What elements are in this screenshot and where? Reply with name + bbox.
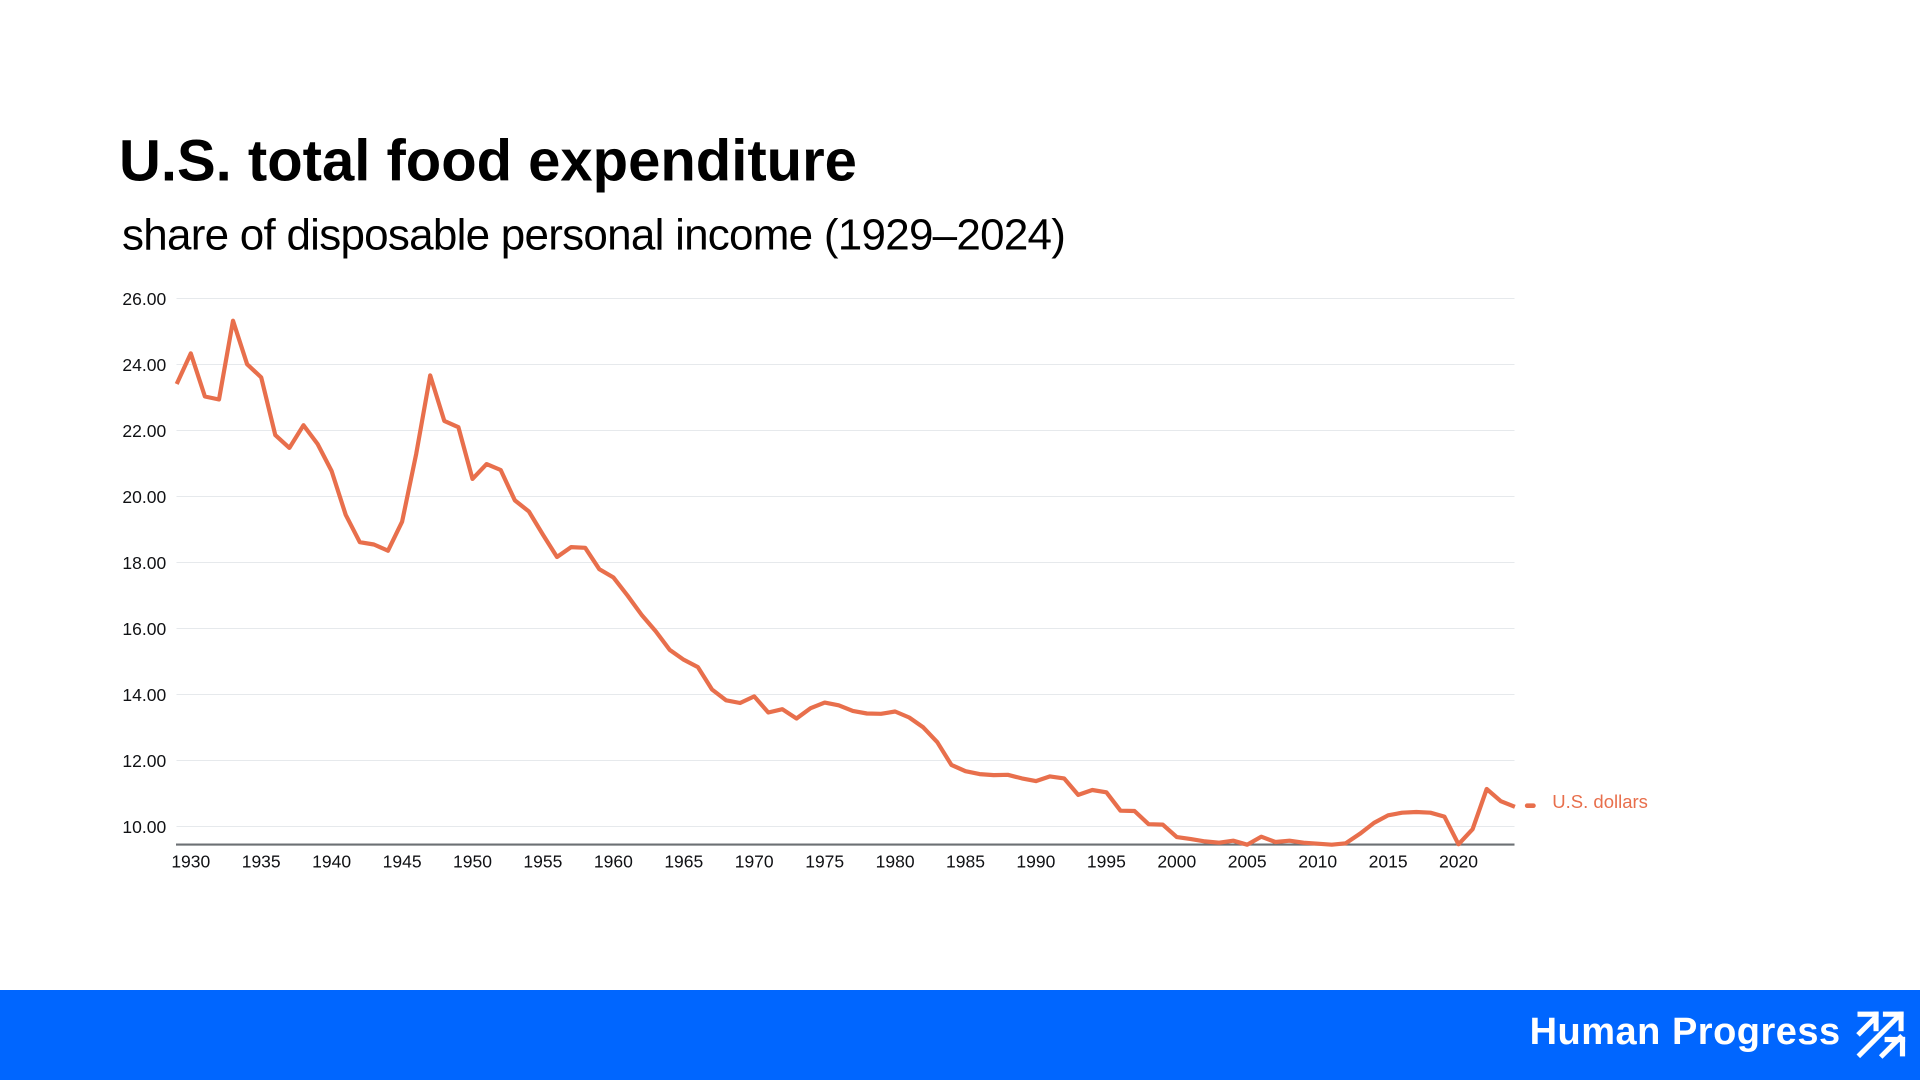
svg-text:U.S. dollars: U.S. dollars xyxy=(1552,791,1648,812)
svg-text:14.00: 14.00 xyxy=(122,685,166,705)
svg-text:1945: 1945 xyxy=(383,852,422,872)
svg-text:1985: 1985 xyxy=(946,852,985,872)
svg-text:12.00: 12.00 xyxy=(122,751,166,771)
svg-text:18.00: 18.00 xyxy=(122,553,166,573)
svg-text:1960: 1960 xyxy=(594,852,633,872)
svg-text:1950: 1950 xyxy=(453,852,492,872)
svg-text:2010: 2010 xyxy=(1298,852,1337,872)
svg-text:26.00: 26.00 xyxy=(122,289,166,309)
svg-text:16.00: 16.00 xyxy=(122,619,166,639)
svg-text:1980: 1980 xyxy=(876,852,915,872)
svg-text:share of disposable personal i: share of disposable personal income (192… xyxy=(122,211,1065,260)
svg-text:1930: 1930 xyxy=(171,852,210,872)
svg-text:2000: 2000 xyxy=(1157,852,1196,872)
svg-text:1935: 1935 xyxy=(242,852,281,872)
svg-text:24.00: 24.00 xyxy=(122,355,166,375)
svg-text:2020: 2020 xyxy=(1439,852,1478,872)
svg-text:2015: 2015 xyxy=(1369,852,1408,872)
svg-text:1975: 1975 xyxy=(805,852,844,872)
svg-text:U.S. total food expenditure: U.S. total food expenditure xyxy=(119,129,857,194)
svg-text:1995: 1995 xyxy=(1087,852,1126,872)
svg-text:1955: 1955 xyxy=(523,852,562,872)
svg-text:20.00: 20.00 xyxy=(122,487,166,507)
svg-text:22.00: 22.00 xyxy=(122,421,166,441)
svg-text:1940: 1940 xyxy=(312,852,351,872)
svg-text:2005: 2005 xyxy=(1228,852,1267,872)
svg-text:1970: 1970 xyxy=(735,852,774,872)
svg-text:1990: 1990 xyxy=(1016,852,1055,872)
svg-text:10.00: 10.00 xyxy=(122,817,166,837)
svg-text:Human Progress: Human Progress xyxy=(1530,1011,1841,1053)
svg-text:1965: 1965 xyxy=(664,852,703,872)
